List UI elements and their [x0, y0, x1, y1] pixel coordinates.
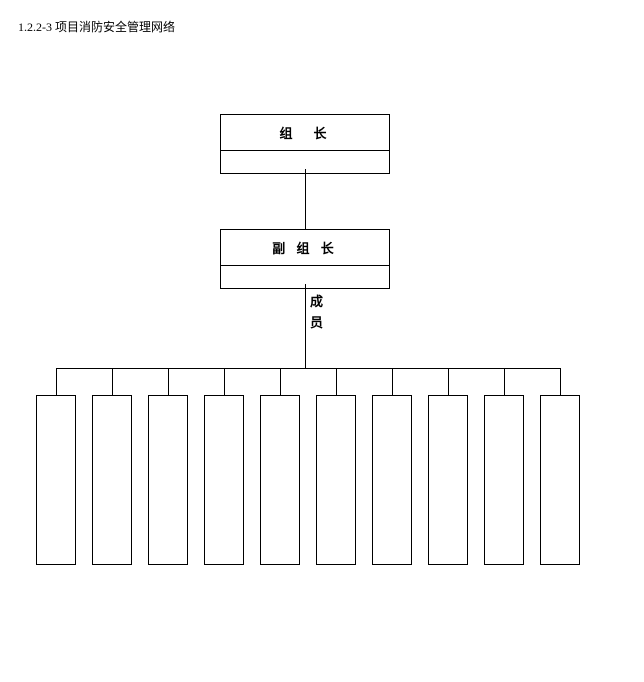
- member-box-2: [148, 395, 188, 565]
- member-box-5: [316, 395, 356, 565]
- member-box-1: [92, 395, 132, 565]
- connector-drop-3: [224, 368, 225, 395]
- connector-drop-4: [280, 368, 281, 395]
- connector-horizontal-bus: [56, 368, 560, 369]
- connector-leader-deputy: [305, 169, 306, 229]
- connector-drop-8: [504, 368, 505, 395]
- member-label-line2: 员: [310, 313, 323, 334]
- member-label: 成 员: [310, 292, 323, 334]
- deputy-box: 副 组 长: [220, 229, 390, 289]
- connector-drop-2: [168, 368, 169, 395]
- connector-drop-5: [336, 368, 337, 395]
- connector-drop-9: [560, 368, 561, 395]
- connector-deputy-down: [305, 284, 306, 368]
- connector-drop-6: [392, 368, 393, 395]
- leader-box: 组 长: [220, 114, 390, 174]
- member-box-4: [260, 395, 300, 565]
- member-box-8: [484, 395, 524, 565]
- deputy-label: 副 组 长: [221, 230, 389, 266]
- page-title: 1.2.2-3 项目消防安全管理网络: [18, 18, 175, 35]
- leader-label: 组 长: [221, 115, 389, 151]
- member-label-line1: 成: [310, 292, 323, 313]
- member-box-0: [36, 395, 76, 565]
- member-box-9: [540, 395, 580, 565]
- member-box-6: [372, 395, 412, 565]
- connector-drop-7: [448, 368, 449, 395]
- member-box-3: [204, 395, 244, 565]
- member-box-7: [428, 395, 468, 565]
- connector-drop-0: [56, 368, 57, 395]
- connector-drop-1: [112, 368, 113, 395]
